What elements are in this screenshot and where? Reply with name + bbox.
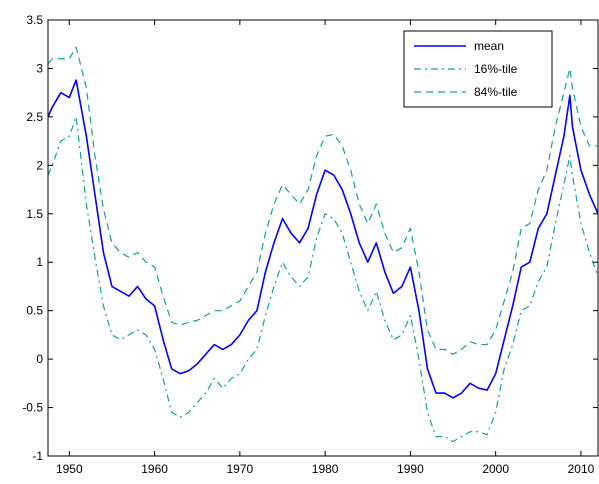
x-tick-label: 2010 (568, 462, 595, 476)
x-tick-label: 1970 (227, 462, 254, 476)
y-axis: -1 -0.5 0 0.5 1 1.5 2 2.5 3 3.5 (22, 13, 598, 463)
y-tick-label: 0.5 (26, 304, 43, 318)
y-tick-label: 1 (36, 255, 43, 269)
x-tick-label: 1990 (397, 462, 424, 476)
x-tick-label: 1980 (312, 462, 339, 476)
series-line-mean (48, 79, 598, 399)
legend-box (403, 30, 553, 108)
plot-frame (47, 19, 599, 457)
x-axis: 1950 1960 1970 1980 1990 2000 2010 (56, 20, 595, 476)
y-tick-label: 3.5 (26, 13, 43, 27)
legend-label: 84%-tile (474, 85, 518, 99)
y-tick-label: 3 (36, 61, 43, 75)
y-tick-label: 2 (36, 158, 43, 172)
legend: mean 16%-tile 84%-tile (403, 30, 553, 108)
x-tick-label: 1950 (56, 462, 83, 476)
x-tick-label: 1960 (141, 462, 168, 476)
y-tick-label: 1.5 (26, 207, 43, 221)
y-tick-label: -1 (32, 449, 43, 463)
x-tick-label: 2000 (482, 462, 509, 476)
y-tick-label: 2.5 (26, 110, 43, 124)
series-layer (48, 46, 598, 443)
y-tick-label: -0.5 (22, 401, 43, 415)
y-tick-label: 0 (36, 352, 43, 366)
legend-label: mean (474, 39, 504, 53)
series-line-84-tile (48, 46, 598, 355)
legend-label: 16%-tile (474, 62, 518, 76)
series-line-16-tile (48, 116, 598, 443)
